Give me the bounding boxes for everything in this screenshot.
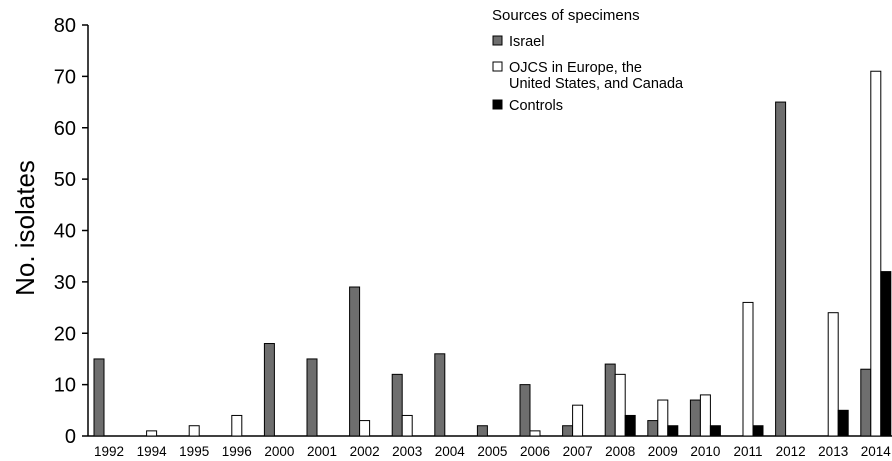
legend: Sources of specimens Israel OJCS in Euro… bbox=[492, 7, 684, 114]
bar-israel-2000 bbox=[263, 343, 275, 437]
legend-label-ojcs-line1: OJCS in Europe, the bbox=[509, 60, 642, 76]
bar-ojcs-2009 bbox=[657, 399, 669, 437]
bar-ojcs-2014 bbox=[870, 70, 882, 437]
x-tick-label: 2007 bbox=[563, 444, 593, 459]
y-tick-label: 80 bbox=[54, 15, 76, 37]
bar-ojcs-2010 bbox=[699, 394, 711, 437]
bar-israel-2010 bbox=[689, 399, 701, 437]
y-tick-label: 20 bbox=[54, 323, 76, 345]
bar-israel-2005 bbox=[476, 425, 488, 437]
y-axis-title: No. isolates bbox=[10, 160, 40, 296]
axes-layer bbox=[82, 24, 892, 437]
legend-label-controls: Controls bbox=[509, 98, 563, 114]
x-tick-label: 1995 bbox=[179, 444, 209, 459]
y-tick-label: 40 bbox=[54, 221, 76, 243]
y-tick-label: 70 bbox=[54, 66, 76, 88]
bar-ojcs-1995 bbox=[188, 425, 200, 437]
x-tick-label: 2013 bbox=[818, 444, 848, 459]
bar-ojcs-2002 bbox=[359, 420, 371, 437]
legend-label-ojcs-line2: United States, and Canada bbox=[509, 76, 684, 92]
legend-swatch-ojcs bbox=[492, 61, 503, 72]
legend-swatch-controls bbox=[492, 99, 503, 110]
y-tick-label: 50 bbox=[54, 169, 76, 191]
y-tick-label: 30 bbox=[54, 272, 76, 294]
bar-controls-2011 bbox=[752, 425, 764, 437]
bar-israel-2006 bbox=[519, 384, 531, 437]
x-tick-label: 2010 bbox=[690, 444, 720, 459]
x-tick-label: 2006 bbox=[520, 444, 550, 459]
bar-israel-2003 bbox=[391, 373, 403, 437]
x-tick-label: 2009 bbox=[648, 444, 678, 459]
x-tick-label: 2005 bbox=[477, 444, 507, 459]
bar-ojcs-1996 bbox=[231, 414, 243, 437]
x-tick-label: 2012 bbox=[776, 444, 806, 459]
x-tick-label: 2002 bbox=[350, 444, 380, 459]
x-tick-label: 2003 bbox=[392, 444, 422, 459]
bar-controls-2008 bbox=[624, 414, 636, 437]
x-tick-label: 2008 bbox=[605, 444, 635, 459]
legend-label-israel: Israel bbox=[509, 34, 544, 50]
bar-controls-2014 bbox=[880, 271, 892, 437]
bar-israel-2004 bbox=[434, 353, 446, 437]
x-tick-label: 2004 bbox=[435, 444, 466, 459]
bar-israel-2001 bbox=[306, 358, 318, 437]
bar-israel-2014 bbox=[860, 368, 872, 437]
bar-israel-2012 bbox=[775, 101, 787, 437]
y-tick-label: 0 bbox=[65, 426, 76, 448]
bar-israel-2007 bbox=[562, 425, 574, 437]
legend-swatch-israel bbox=[492, 35, 503, 46]
bars-layer bbox=[93, 70, 892, 437]
bar-ojcs-1994 bbox=[146, 430, 158, 437]
bar-ojcs-2011 bbox=[742, 301, 754, 437]
y-tick-label: 60 bbox=[54, 118, 76, 140]
bar-israel-2009 bbox=[647, 420, 659, 437]
bar-controls-2013 bbox=[837, 409, 849, 437]
y-tick-label: 10 bbox=[54, 375, 76, 397]
labels-layer: 0 10 20 30 40 50 60 70 80 1992 1994 1995 1996 2000 200… bbox=[54, 15, 892, 459]
bar-ojcs-2003 bbox=[401, 414, 413, 437]
bar-controls-2009 bbox=[667, 425, 679, 437]
x-tick-label: 2014 bbox=[861, 444, 892, 459]
bar-ojcs-2013 bbox=[827, 312, 839, 437]
bar-israel-1992 bbox=[93, 358, 105, 437]
bar-israel-2002 bbox=[349, 286, 361, 437]
bar-ojcs-2006 bbox=[529, 430, 541, 437]
x-tick-label: 2000 bbox=[264, 444, 294, 459]
x-tick-label: 2011 bbox=[733, 444, 762, 459]
x-tick-label: 2001 bbox=[307, 444, 337, 459]
bar-ojcs-2007 bbox=[572, 404, 584, 437]
bar-controls-2010 bbox=[709, 425, 721, 437]
bar-ojcs-2008 bbox=[614, 373, 626, 437]
x-tick-label: 1996 bbox=[222, 444, 252, 459]
legend-title: Sources of specimens bbox=[492, 7, 640, 24]
bar-israel-2008 bbox=[604, 363, 616, 437]
x-tick-label: 1994 bbox=[137, 444, 168, 459]
x-tick-label: 1992 bbox=[94, 444, 124, 459]
